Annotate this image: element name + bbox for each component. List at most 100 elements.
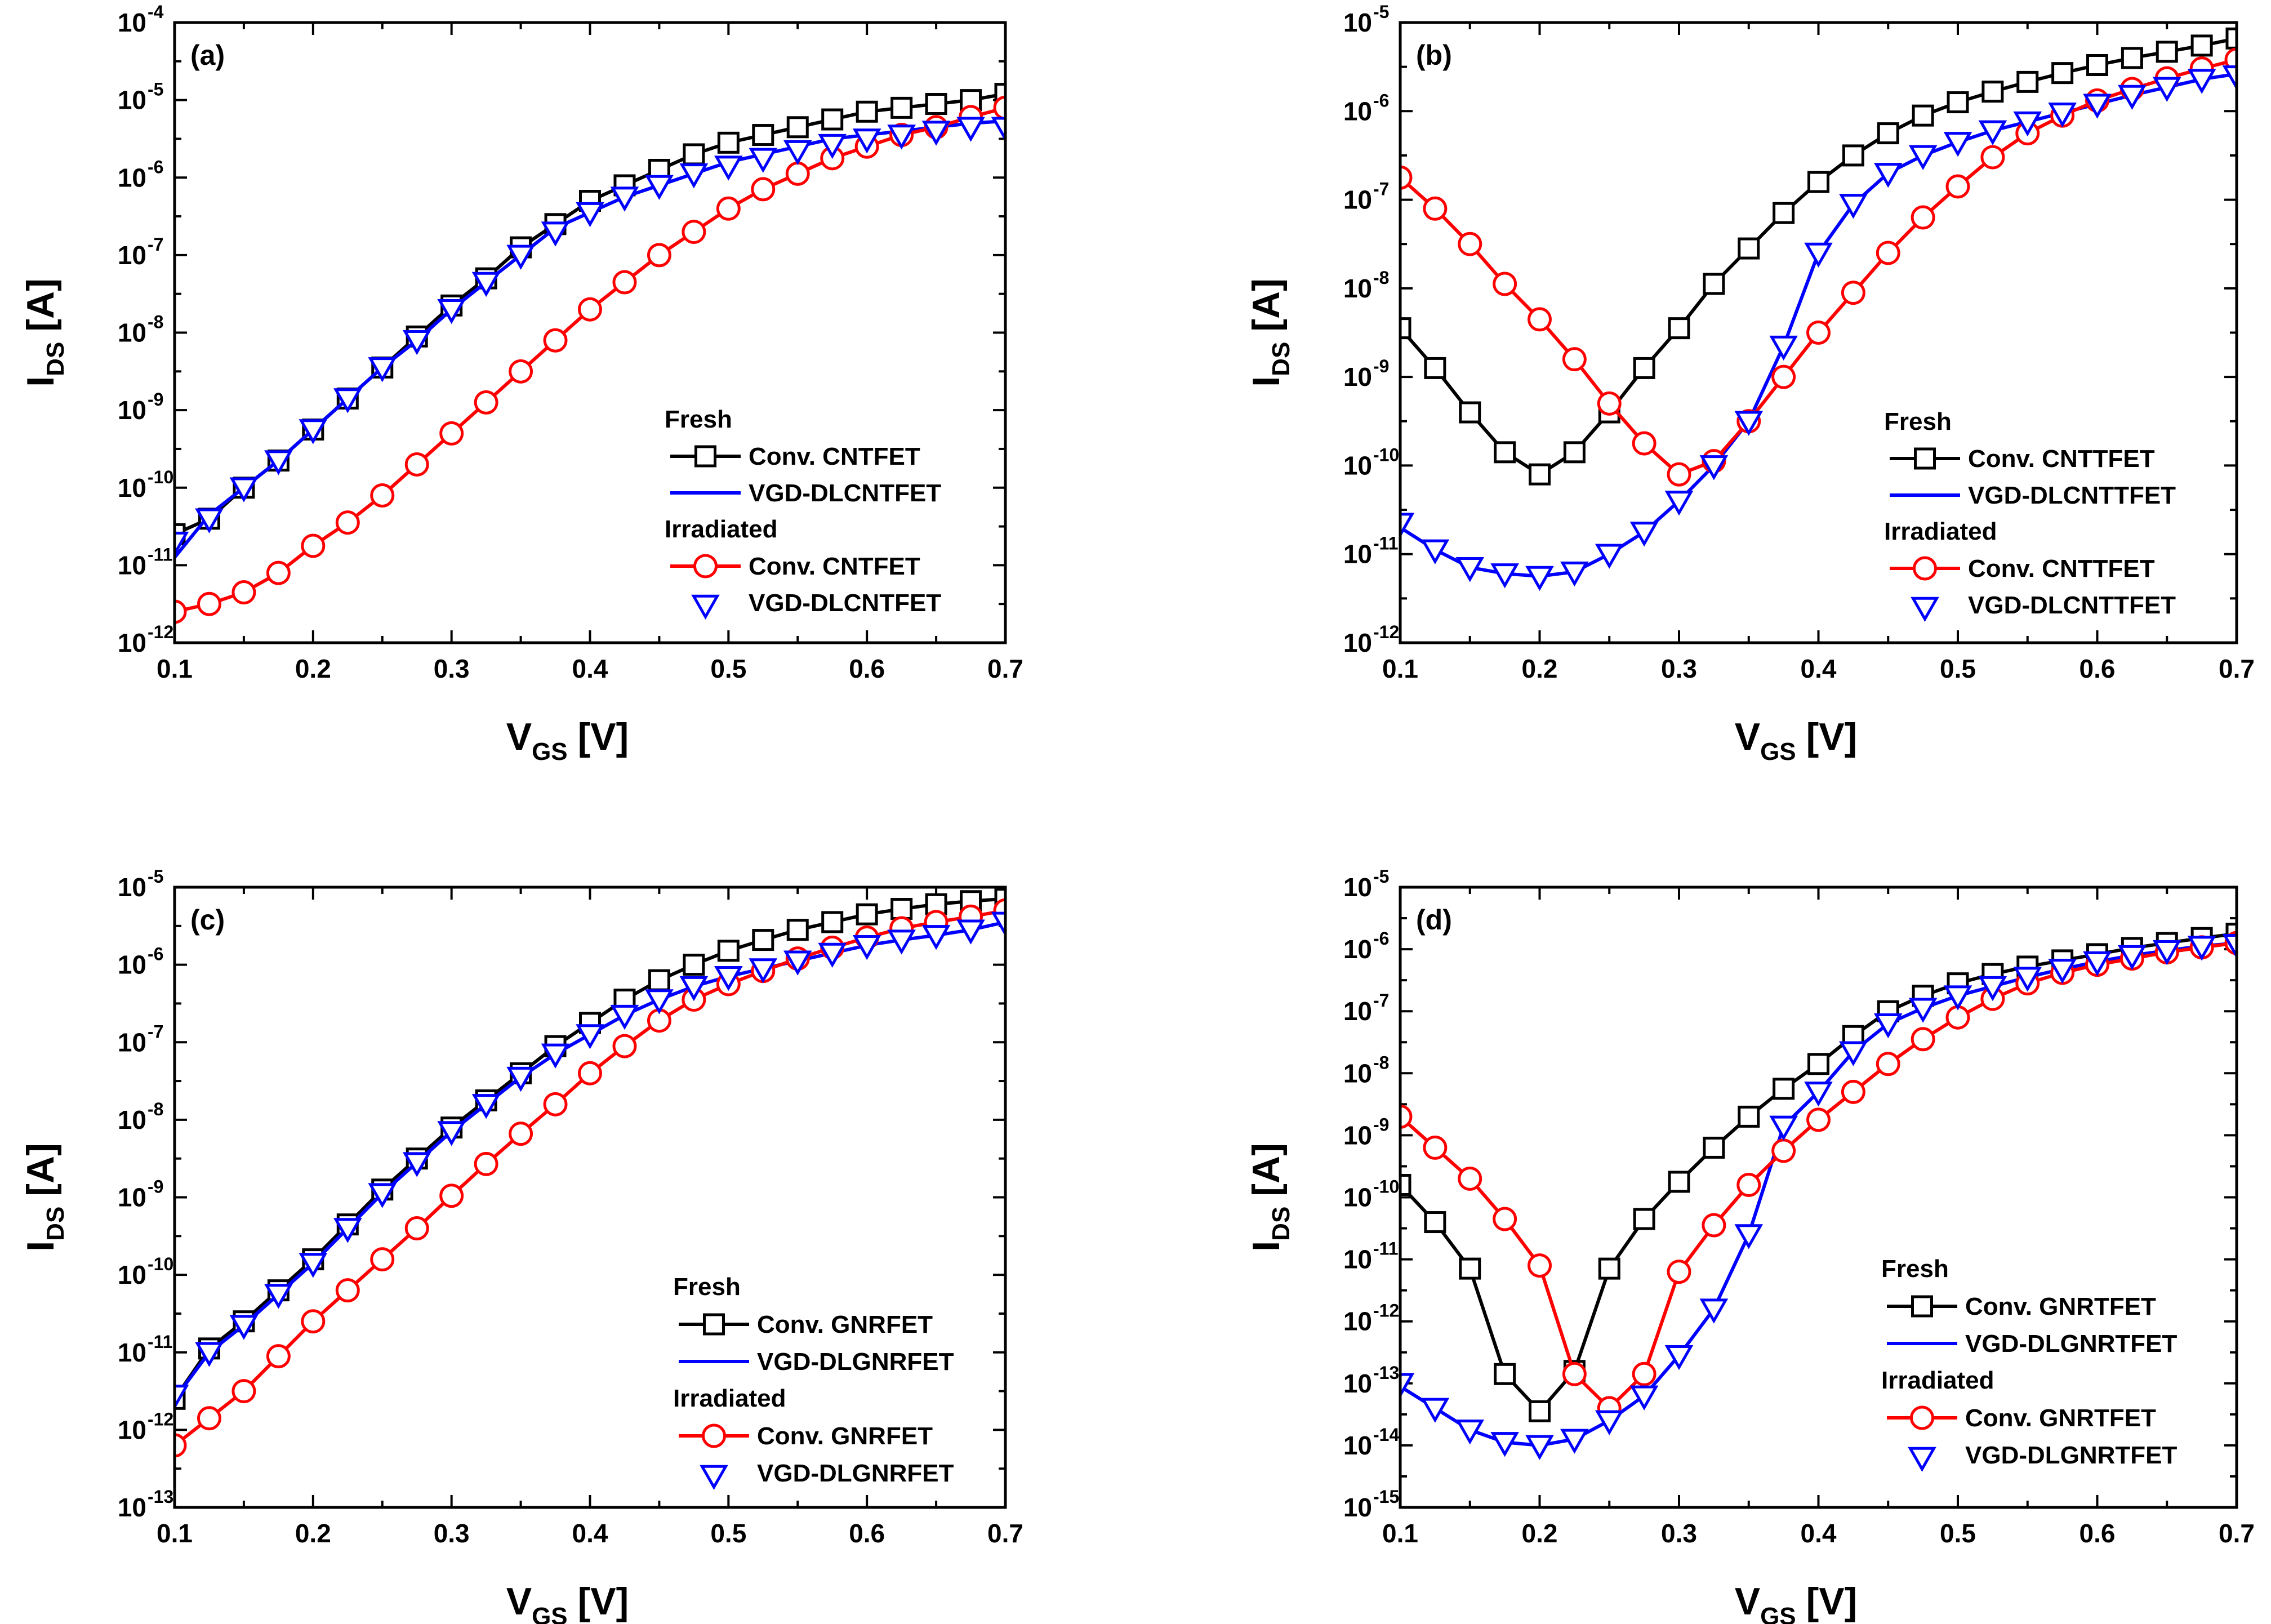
y-tick-label: 10 [1343, 1493, 1372, 1522]
data-point [2048, 959, 2077, 984]
series-line [1400, 941, 2237, 1447]
y-tick-exponent: -8 [148, 312, 163, 332]
data-point [437, 299, 466, 324]
data-point [1773, 1078, 1795, 1100]
x-tick-label: 0.1 [1382, 1519, 1418, 1548]
data-point [2083, 94, 2112, 119]
data-point [921, 121, 951, 146]
y-tick-label: 10 [118, 550, 146, 580]
data-point [1699, 1298, 1729, 1324]
x-tick-label: 0.4 [572, 654, 608, 683]
y-tick-exponent: -7 [148, 234, 163, 255]
data-point [370, 1247, 395, 1272]
x-axis-title: VGS [V] [506, 715, 629, 766]
data-point [956, 117, 985, 142]
data-point [1734, 411, 1764, 436]
legend-label: VGD-DLGNRTFET [1965, 1330, 2178, 1358]
data-point [1736, 1172, 1761, 1197]
y-tick-exponent: -13 [148, 1487, 173, 1507]
data-point [335, 510, 360, 535]
y-tick-label: 10 [118, 950, 146, 980]
legend-header: Irradiated [665, 515, 778, 543]
data-point [683, 954, 705, 976]
data-point [229, 477, 259, 502]
data-point [682, 220, 706, 244]
y-axis-title-unit: [A] [1245, 1143, 1288, 1196]
panel-label: (d) [1416, 904, 1452, 936]
plot-frame [173, 21, 1007, 644]
y-tick-exponent: -4 [148, 2, 164, 22]
y-tick-exponent: -10 [148, 1254, 173, 1274]
panel-a: 0.1 0.2 0.3 0.4 0.5 0.6 0.710-1210-1110-1010-9… [19, 2, 1023, 766]
plot-frame [173, 886, 1007, 1509]
y-axis-title-unit: [A] [1245, 278, 1288, 331]
legend-label: Conv. GNRFET [757, 1311, 933, 1338]
y-axis-title: IDS [A] [19, 1143, 69, 1251]
data-point [612, 1034, 637, 1058]
data-point [1458, 232, 1482, 256]
data-point [175, 531, 189, 557]
y-tick-label: 10 [1343, 1183, 1372, 1212]
panel-b: 0.1 0.2 0.3 0.4 0.5 0.6 0.710-1210-1110-1010-9… [1245, 2, 2255, 766]
data-point [1702, 1213, 1726, 1238]
data-point [1668, 317, 1690, 340]
legend-label: VGD-DLCNTFET [749, 589, 941, 617]
data-point [2083, 951, 2112, 977]
x-axis-title: VGS [V] [1735, 1580, 1858, 1624]
data-point [1807, 171, 1829, 193]
data-point [1632, 431, 1657, 456]
data-point [2156, 41, 2178, 63]
y-axis-title-main: I [1245, 376, 1288, 387]
data-point [195, 508, 224, 533]
panel-label: (a) [190, 39, 225, 71]
legend-header: Fresh [665, 406, 732, 433]
data-point [2086, 54, 2108, 76]
data-point [231, 1379, 256, 1404]
y-tick-exponent: -11 [1373, 1239, 1398, 1259]
data-point [301, 533, 326, 558]
data-point [576, 202, 604, 228]
data-point [1842, 144, 1864, 167]
data-point [1455, 557, 1485, 582]
y-tick-exponent: -8 [1373, 268, 1389, 288]
legend-label: Conv. GNRFET [757, 1422, 933, 1450]
data-point [1598, 1257, 1620, 1280]
y-tick-exponent: -6 [148, 944, 163, 964]
data-point [264, 1284, 293, 1309]
series-irr_vgd [1400, 65, 2237, 591]
data-point [229, 1315, 259, 1340]
data-point [404, 1216, 429, 1241]
data-point [1839, 194, 1868, 219]
x-tick-label: 0.3 [434, 654, 470, 683]
data-point [1529, 463, 1551, 486]
x-axis-title-main: V [506, 715, 532, 758]
data-point [1528, 1253, 1552, 1278]
data-point [1423, 196, 1448, 221]
y-tick-label: 10 [118, 1183, 146, 1212]
x-tick-label: 0.5 [1940, 654, 1976, 683]
data-point [506, 244, 535, 270]
data-point [1804, 242, 1833, 268]
data-point [1668, 1171, 1690, 1193]
data-point [887, 929, 916, 955]
legend-label: VGD-DLCNTTFET [1968, 482, 2176, 509]
legend-marker [1908, 1447, 1936, 1472]
y-tick-label: 10 [1343, 1245, 1372, 1274]
data-point [1703, 273, 1725, 295]
x-axis-title-unit: [V] [1806, 1580, 1858, 1623]
y-tick-label: 10 [1343, 362, 1372, 391]
data-point [471, 272, 501, 297]
data-point [439, 1183, 464, 1208]
data-point [299, 1253, 328, 1278]
y-tick-label: 10 [118, 628, 146, 657]
data-point [1943, 985, 1972, 1011]
data-point [1841, 281, 1865, 305]
data-point [2013, 111, 2042, 137]
data-point [1421, 539, 1450, 564]
data-point [921, 925, 951, 950]
y-tick-label: 10 [1343, 185, 1372, 215]
y-tick-exponent: -9 [148, 389, 163, 410]
data-point [543, 1092, 568, 1116]
x-tick-label: 0.5 [710, 654, 746, 683]
data-point [197, 591, 221, 616]
